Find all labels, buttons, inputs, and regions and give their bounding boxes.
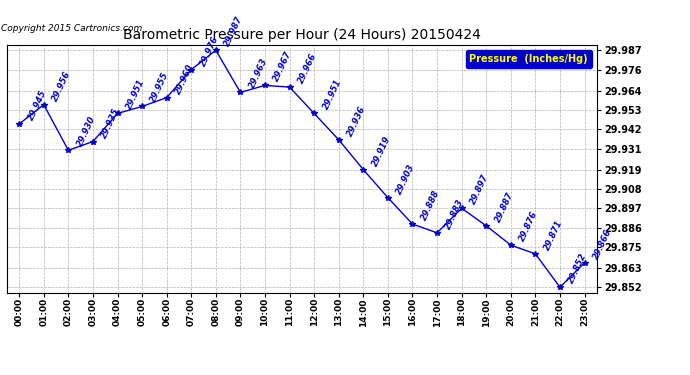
Text: 29.887: 29.887 [493,190,515,224]
Text: 29.951: 29.951 [124,78,146,111]
Text: 29.960: 29.960 [174,62,195,96]
Text: 29.919: 29.919 [371,134,392,168]
Text: 29.866: 29.866 [591,227,613,261]
Text: 29.955: 29.955 [149,71,171,104]
Text: 29.945: 29.945 [26,88,48,122]
Text: 29.930: 29.930 [75,115,97,148]
Text: 29.897: 29.897 [469,173,491,206]
Text: 29.936: 29.936 [346,104,368,138]
Text: 29.871: 29.871 [542,219,564,252]
Text: 29.876: 29.876 [518,210,540,243]
Text: 29.967: 29.967 [272,50,294,83]
Text: 29.956: 29.956 [51,69,72,102]
Text: 29.987: 29.987 [223,15,245,48]
Text: 29.951: 29.951 [321,78,343,111]
Text: 29.883: 29.883 [444,197,466,231]
Text: 29.903: 29.903 [395,162,417,195]
Text: 29.935: 29.935 [100,106,121,140]
Title: Barometric Pressure per Hour (24 Hours) 20150424: Barometric Pressure per Hour (24 Hours) … [123,28,481,42]
Legend: Pressure  (Inches/Hg): Pressure (Inches/Hg) [466,50,592,68]
Text: 29.888: 29.888 [420,189,442,222]
Text: 29.852: 29.852 [567,252,589,285]
Text: 29.963: 29.963 [248,57,269,90]
Text: Copyright 2015 Cartronics.com: Copyright 2015 Cartronics.com [1,24,142,33]
Text: 29.976: 29.976 [198,34,220,68]
Text: 29.966: 29.966 [297,52,318,85]
